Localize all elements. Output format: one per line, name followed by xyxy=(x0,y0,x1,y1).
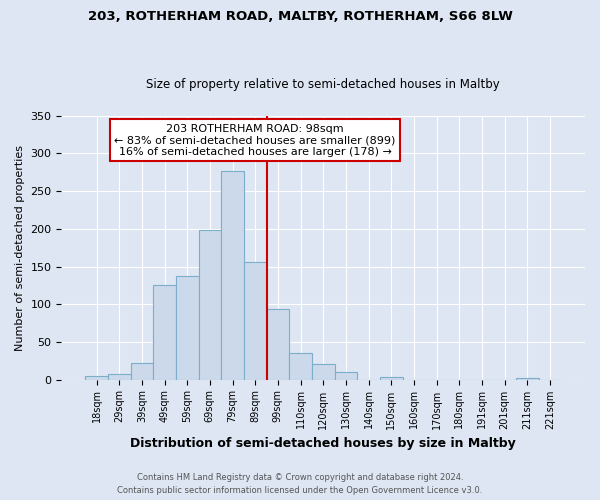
Text: 203, ROTHERHAM ROAD, MALTBY, ROTHERHAM, S66 8LW: 203, ROTHERHAM ROAD, MALTBY, ROTHERHAM, … xyxy=(88,10,512,23)
Bar xyxy=(199,230,221,380)
Bar xyxy=(153,286,176,380)
Bar xyxy=(176,276,199,380)
Bar xyxy=(380,378,403,380)
Bar xyxy=(312,364,335,380)
Bar xyxy=(85,376,108,380)
Bar xyxy=(516,378,539,380)
Text: Contains HM Land Registry data © Crown copyright and database right 2024.
Contai: Contains HM Land Registry data © Crown c… xyxy=(118,474,482,495)
Bar xyxy=(266,310,289,380)
Text: 203 ROTHERHAM ROAD: 98sqm
← 83% of semi-detached houses are smaller (899)
16% of: 203 ROTHERHAM ROAD: 98sqm ← 83% of semi-… xyxy=(115,124,396,157)
Bar xyxy=(335,372,357,380)
Bar xyxy=(131,363,153,380)
Bar xyxy=(221,171,244,380)
Bar xyxy=(289,353,312,380)
X-axis label: Distribution of semi-detached houses by size in Maltby: Distribution of semi-detached houses by … xyxy=(130,437,516,450)
Bar xyxy=(244,262,266,380)
Y-axis label: Number of semi-detached properties: Number of semi-detached properties xyxy=(15,144,25,350)
Bar xyxy=(108,374,131,380)
Title: Size of property relative to semi-detached houses in Maltby: Size of property relative to semi-detach… xyxy=(146,78,500,91)
